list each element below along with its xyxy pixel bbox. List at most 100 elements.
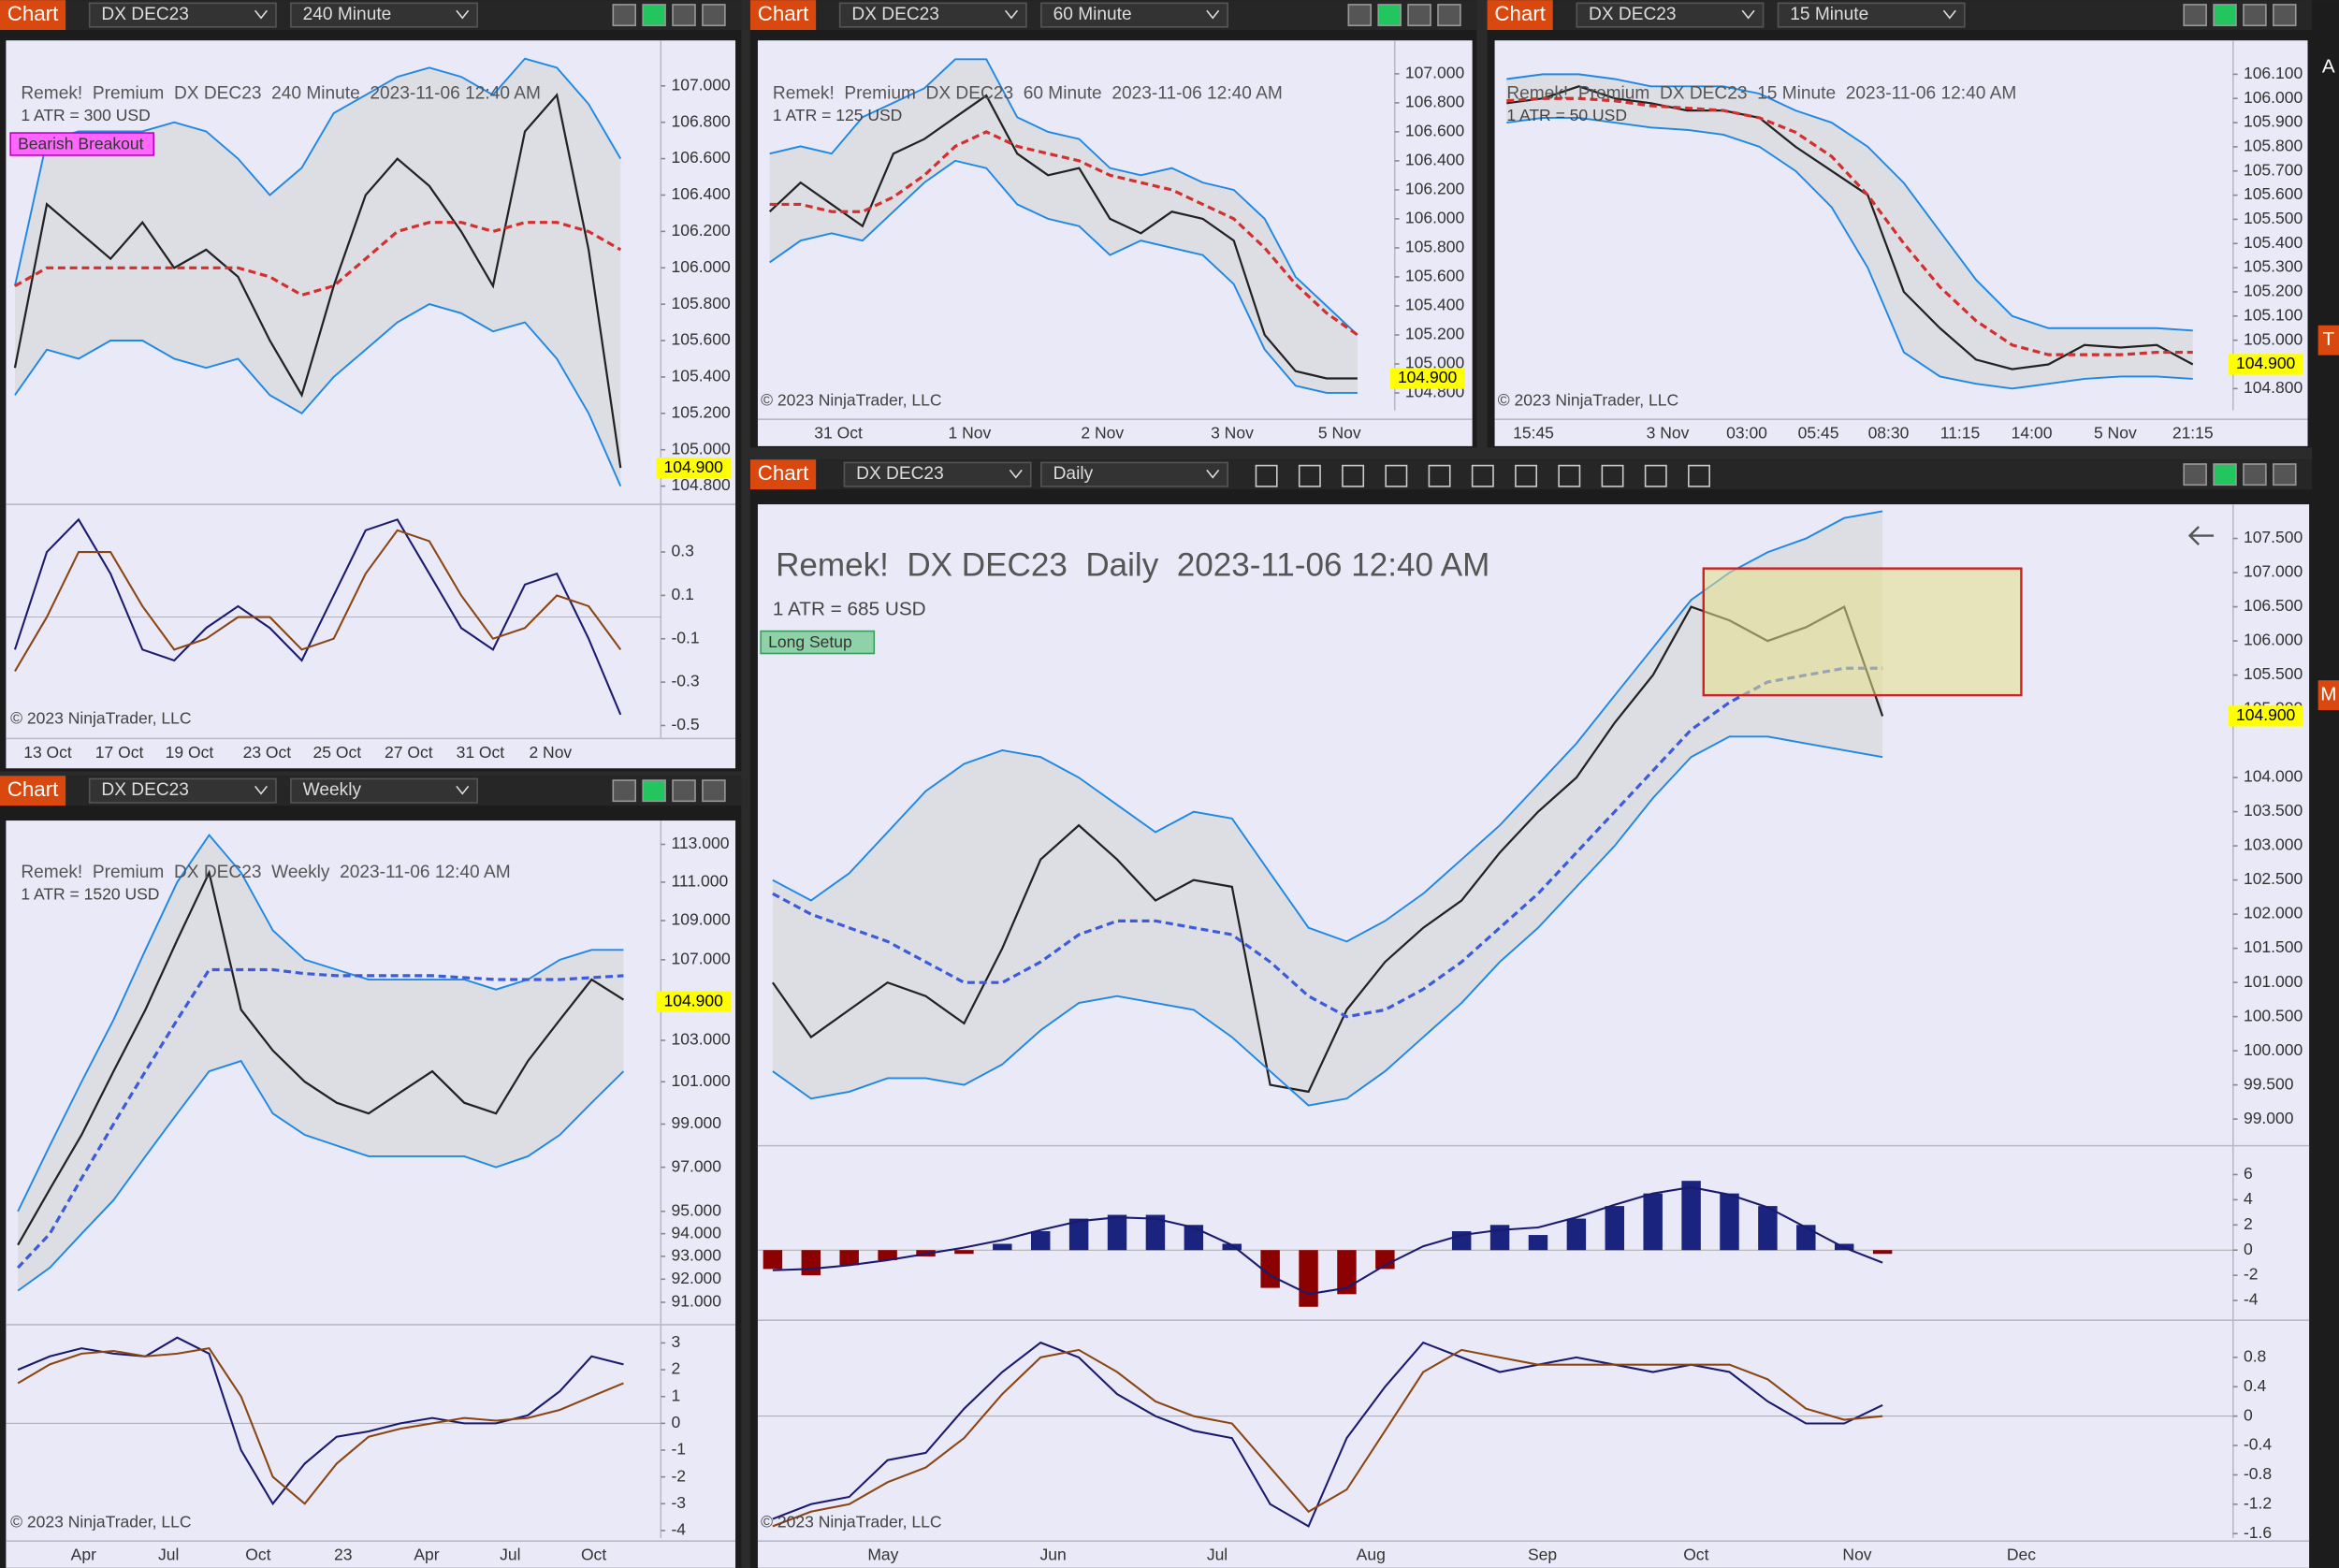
histogram-bar [1337,1250,1357,1295]
toolbar-icon[interactable] [1515,464,1538,487]
dropdown-arrow [1206,9,1220,20]
copyright: © 2023 NinjaTrader, LLC [1498,391,1678,410]
window-button[interactable] [642,779,666,803]
x-tick-label: Nov [1842,1546,1871,1564]
last-price-marker [1389,368,1465,389]
window-button[interactable] [1347,4,1373,27]
y-tick-label: 103.000 [2244,835,2303,854]
band-line [769,159,1358,394]
back-arrow[interactable] [2187,526,2215,545]
x-tick-label: 05:45 [1798,424,1839,443]
y-tick-label: 107.500 [2244,528,2303,546]
y-tick-label: 104.000 [2244,767,2303,786]
trend-line [14,221,622,298]
window-button[interactable] [672,779,696,803]
interval-dropdown[interactable] [1777,2,1966,28]
y-tick-label: 105.600 [1405,267,1465,285]
window-button[interactable] [2183,4,2207,27]
window-button[interactable] [642,4,666,27]
x-tick-label: 2 Nov [529,743,572,762]
instrument-dropdown[interactable] [1576,2,1765,28]
toolbar-icon[interactable] [1428,464,1451,487]
interval-dropdown[interactable] [290,777,479,804]
band-line [14,303,622,486]
toolbar-icon[interactable] [1385,464,1408,487]
dropdown-arrow [1004,9,1018,20]
chart-subtitle: 1 ATR = 50 USD [1506,106,1627,124]
toolbar-icon[interactable] [1558,464,1581,487]
x-tick-label: Oct [581,1546,606,1564]
window-button[interactable] [1407,4,1431,27]
chart-tab[interactable] [0,776,66,806]
toolbar-icon[interactable] [1601,464,1624,487]
toolbar-icon[interactable] [1298,464,1321,487]
trend-line [772,666,1883,1019]
x-tick-label: Apr [71,1546,96,1564]
x-tick-label: Oct [245,1546,270,1564]
x-tick-label: 15:45 [1513,424,1554,443]
window-button[interactable] [1377,4,1402,27]
band-line [17,833,624,1212]
y-tick-label: 105.000 [2244,329,2303,348]
instrument-dropdown[interactable] [88,777,277,804]
toolbar-icon[interactable] [1471,464,1494,487]
window-button[interactable] [2213,463,2237,486]
instrument-label: DX DEC23 [1589,5,1677,24]
y-tick-label: 0 [671,1413,680,1431]
x-tick-label: 5 Nov [2094,424,2137,443]
window-button[interactable] [672,4,696,27]
edge-tab[interactable] [2317,51,2339,82]
copyright: © 2023 NinjaTrader, LLC [10,708,191,727]
chart-area [6,820,736,1568]
instrument-label: DX DEC23 [101,780,189,800]
window-button[interactable] [2243,463,2267,486]
window-button[interactable] [702,779,726,803]
window-button[interactable] [612,779,637,803]
instrument-dropdown[interactable] [838,2,1027,28]
window-button[interactable] [2183,463,2207,486]
x-tick-label: Jun [1040,1546,1067,1564]
window-button[interactable] [612,4,637,27]
x-tick-label: May [867,1546,898,1564]
instrument-dropdown[interactable] [843,461,1032,487]
instrument-dropdown[interactable] [88,2,277,28]
window-button[interactable] [1437,4,1461,27]
chart-tab[interactable] [0,0,66,31]
x-tick-label: 1 Nov [948,424,991,443]
x-tick-label: Dec [2007,1546,2036,1564]
x-tick-label: Apr [414,1546,439,1564]
window-button[interactable] [2273,4,2297,27]
edge-tab[interactable] [2317,325,2339,356]
interval-dropdown[interactable] [1040,461,1228,487]
dropdown-arrow [1942,9,1956,20]
y-tick-label: 105.000 [671,439,731,457]
y-tick-label: 107.000 [671,75,731,94]
y-tick-label: 103.000 [671,1030,731,1049]
copyright: © 2023 NinjaTrader, LLC [10,1513,191,1532]
histogram-bar [1030,1231,1051,1251]
toolbar-icon[interactable] [1255,464,1278,487]
chart-tab[interactable] [749,0,817,31]
band-fill [14,58,621,486]
price-line [771,604,1884,1094]
window-button[interactable] [2243,4,2267,27]
x-tick-label: 31 Oct [814,424,863,443]
y-tick-label: 105.900 [2244,112,2303,131]
toolbar-icon[interactable] [1342,464,1365,487]
y-tick-label: 102.500 [2244,869,2303,888]
histogram-bar [1872,1250,1893,1255]
signal-label: Long Setup [768,632,852,651]
edge-tab[interactable] [2317,680,2339,711]
toolbar-icon[interactable] [1688,464,1710,487]
chart-tab[interactable] [1487,0,1553,31]
interval-label: 15 Minute [1790,5,1868,24]
interval-dropdown[interactable] [290,2,479,28]
window-button[interactable] [2213,4,2237,27]
window-button[interactable] [2273,463,2297,486]
window-button[interactable] [702,4,726,27]
chart-tab-label: Chart [1494,2,1546,25]
toolbar-icon[interactable] [1644,464,1667,487]
y-tick-label: 105.600 [2244,184,2303,203]
interval-dropdown[interactable] [1040,2,1228,28]
chart-tab[interactable] [749,459,817,490]
